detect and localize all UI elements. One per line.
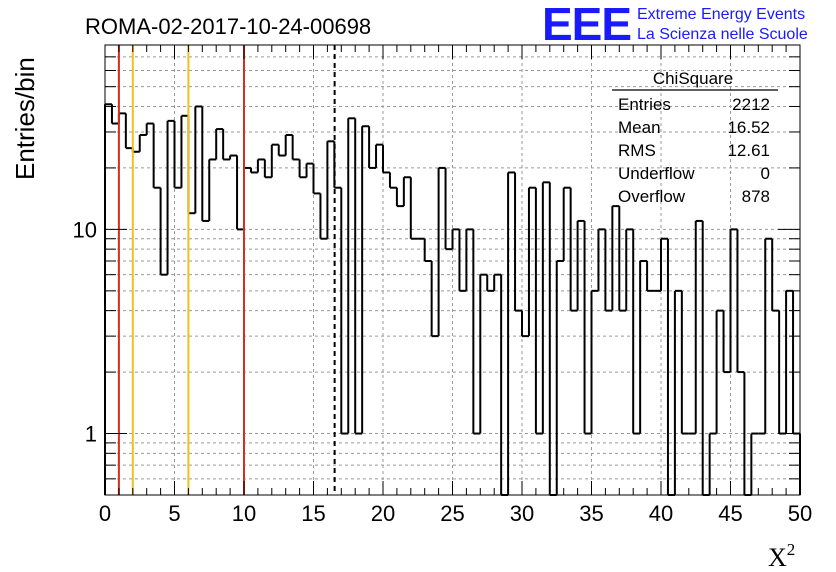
- histogram: [104, 103, 801, 496]
- stats-value: 16.52: [727, 118, 770, 137]
- axis-ticks: [104, 45, 801, 495]
- logo-line-1: Extreme Energy Events: [637, 6, 805, 23]
- x-tick-label: 35: [579, 501, 603, 526]
- y-tick-label: 10: [73, 217, 97, 242]
- stats-rows: Entries 2212 Mean 16.52 RMS 12.61 Underflow 0 Ov…: [618, 95, 770, 206]
- tick-labels: 0 5 10 15 20 25 30 35 40 45 50 1 10: [73, 217, 813, 526]
- logo-line-2: La Scienza nelle Scuole: [637, 26, 808, 43]
- x-tick-label: 25: [440, 501, 464, 526]
- logo-mark: EEE: [542, 0, 631, 50]
- stats-label: Overflow: [618, 187, 686, 206]
- x-tick-label: 40: [649, 501, 673, 526]
- stats-value: 2212: [732, 95, 770, 114]
- x-tick-label: 5: [168, 501, 180, 526]
- stats-value: 878: [742, 187, 770, 206]
- marker-lines: [117, 45, 336, 495]
- chart-title: ROMA-02-2017-10-24-00698: [85, 14, 371, 39]
- eee-logo: EEE Extreme Energy Events La Scienza nel…: [542, 0, 808, 50]
- stats-label: RMS: [618, 141, 656, 160]
- x-tick-label: 15: [301, 501, 325, 526]
- x-axis-title: X2: [768, 540, 795, 572]
- stats-label: Underflow: [618, 164, 695, 183]
- x-tick-label: 45: [718, 501, 742, 526]
- x-axis-title-superscript: 2: [787, 540, 796, 559]
- stats-label: Mean: [618, 118, 661, 137]
- stats-title: ChiSquare: [653, 69, 733, 88]
- stats-value: 12.61: [727, 141, 770, 160]
- x-tick-label: 30: [510, 501, 534, 526]
- x-tick-label: 0: [99, 501, 111, 526]
- stats-value: 0: [761, 164, 770, 183]
- y-tick-label: 1: [85, 422, 97, 447]
- stats-box: ChiSquare Entries 2212 Mean 16.52 RMS 12.61 Un…: [612, 69, 778, 206]
- x-axis-title-main: X: [768, 543, 787, 572]
- x-tick-label: 20: [371, 501, 395, 526]
- x-tick-label: 10: [232, 501, 256, 526]
- stats-label: Entries: [618, 95, 671, 114]
- y-axis-title: Entries/bin: [10, 57, 40, 180]
- grid: [105, 45, 800, 495]
- x-tick-label: 50: [788, 501, 812, 526]
